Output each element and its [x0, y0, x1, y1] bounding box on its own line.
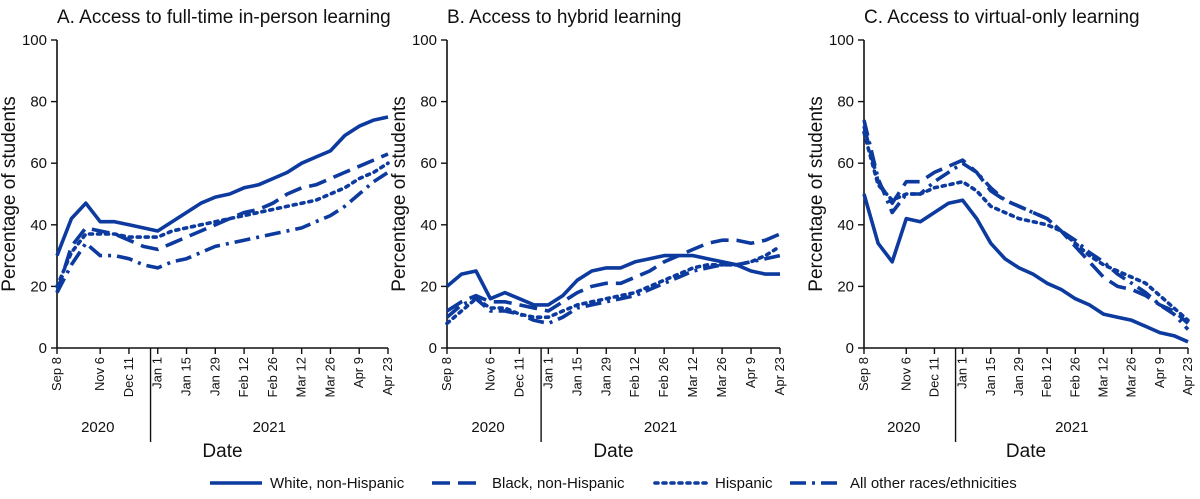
x-tick-label: Dec 11 [926, 357, 941, 397]
x-tick-label: Dec 11 [511, 357, 526, 397]
x-axis-label: Date [202, 441, 242, 462]
x-tick-label: Feb 12 [627, 357, 642, 397]
y-axis-label: Percentage of students [806, 96, 827, 291]
year-label-2021: 2021 [253, 419, 286, 436]
x-tick-label: Jan 15 [569, 357, 584, 396]
panel-a: A. Access to full-time in-person learnin… [0, 7, 395, 462]
x-tick-label: Jan 1 [955, 357, 970, 389]
x-tick-label: Apr 9 [743, 357, 758, 388]
series-line-dotted [445, 244, 782, 326]
year-label-2021: 2021 [644, 419, 677, 436]
series-line-solid [445, 253, 780, 307]
x-tick-label: Mar 26 [322, 357, 337, 397]
year-label-2021: 2021 [1055, 419, 1088, 436]
x-tick-label: Jan 15 [983, 357, 998, 396]
y-tick-label: 40 [837, 217, 854, 234]
x-tick-label: Feb 12 [236, 357, 251, 397]
x-tick-label: Nov 6 [92, 357, 107, 391]
legend-item: White, non-Hispanic [210, 475, 405, 492]
y-tick-label: 100 [412, 32, 437, 49]
x-axis-label: Date [593, 441, 633, 462]
x-tick-label: Apr 9 [1152, 357, 1167, 388]
series-line-dashed [862, 125, 1190, 325]
x-tick-label: Jan 29 [1011, 357, 1026, 396]
panel-title: C. Access to virtual-only learning [864, 7, 1140, 28]
series-line-dashdot [445, 253, 781, 326]
y-tick-label: 60 [420, 155, 437, 172]
x-tick-label: Apr 23 [380, 357, 395, 395]
x-tick-label: Mar 12 [294, 357, 309, 397]
x-axis-label: Date [1006, 441, 1046, 462]
panel-title: A. Access to full-time in-person learnin… [57, 7, 391, 28]
x-tick-label: Mar 26 [714, 357, 729, 397]
series-line-dashed [446, 232, 781, 313]
x-tick-label: Feb 26 [1067, 357, 1082, 397]
year-label-2020: 2020 [81, 419, 114, 436]
legend: White, non-Hispanic Black, non-Hispanic Hi… [210, 475, 1017, 492]
y-tick-label: 20 [30, 278, 47, 295]
panel-c: C. Access to virtual-only learning 0 20 40 6… [806, 7, 1195, 462]
x-tick-label: Sep 8 [856, 357, 871, 391]
y-tick-label: 80 [420, 94, 437, 111]
legend-label: Hispanic [715, 475, 773, 492]
series-line-solid [862, 193, 1189, 344]
year-label-2020: 2020 [471, 419, 504, 436]
y-tick-label: 100 [829, 32, 854, 49]
x-tick-label: Jan 1 [150, 357, 165, 389]
x-tick-label: Jan 15 [179, 357, 194, 396]
series-line-dashdot [55, 170, 389, 294]
legend-label: White, non-Hispanic [270, 475, 405, 492]
legend-label: Black, non-Hispanic [492, 475, 625, 492]
year-label-2020: 2020 [887, 419, 920, 436]
y-tick-label: 20 [837, 278, 854, 295]
legend-label: All other races/ethnicities [850, 475, 1017, 492]
legend-item: Hispanic [653, 475, 773, 492]
y-axis-label: Percentage of students [389, 96, 410, 291]
x-tick-label: Dec 11 [121, 357, 136, 397]
y-tick-label: 80 [30, 94, 47, 111]
chart-panels: A. Access to full-time in-person learnin… [0, 7, 1195, 462]
y-tick-label: 40 [420, 217, 437, 234]
x-tick-label: Apr 23 [772, 357, 787, 395]
panel-b: B. Access to hybrid learning 0 20 40 60 80 100… [389, 7, 787, 462]
y-tick-label: 20 [420, 278, 437, 295]
y-tick-label: 80 [837, 94, 854, 111]
series-line-dotted [55, 161, 390, 289]
series-line-solid [55, 115, 389, 257]
x-tick-label: Jan 29 [207, 357, 222, 396]
x-tick-label: Nov 6 [482, 357, 497, 391]
x-tick-label: Feb 26 [656, 357, 671, 397]
x-tick-label: Sep 8 [439, 357, 454, 391]
y-tick-label: 0 [429, 340, 437, 357]
x-tick-label: Mar 12 [685, 357, 700, 397]
legend-item: All other races/ethnicities [790, 475, 1017, 492]
x-tick-label: Mar 26 [1124, 357, 1139, 397]
y-tick-label: 60 [30, 155, 47, 172]
x-tick-label: Jan 1 [540, 357, 555, 389]
series-line-dashdot [862, 119, 1190, 331]
y-tick-label: 100 [22, 32, 47, 49]
y-axis-label: Percentage of students [0, 96, 20, 291]
x-tick-label: Feb 26 [265, 357, 280, 397]
y-tick-label: 0 [846, 340, 854, 357]
panel-title: B. Access to hybrid learning [447, 7, 681, 28]
x-tick-label: Mar 12 [1095, 357, 1110, 397]
y-tick-label: 60 [837, 155, 854, 172]
y-tick-label: 40 [30, 217, 47, 234]
x-tick-label: Feb 12 [1039, 357, 1054, 397]
x-tick-label: Apr 23 [1180, 357, 1195, 395]
x-tick-label: Nov 6 [898, 357, 913, 391]
x-tick-label: Apr 9 [351, 357, 366, 388]
y-tick-label: 0 [39, 340, 47, 357]
x-tick-label: Sep 8 [49, 357, 64, 391]
x-tick-label: Jan 29 [598, 357, 613, 396]
legend-item: Black, non-Hispanic [432, 475, 625, 492]
